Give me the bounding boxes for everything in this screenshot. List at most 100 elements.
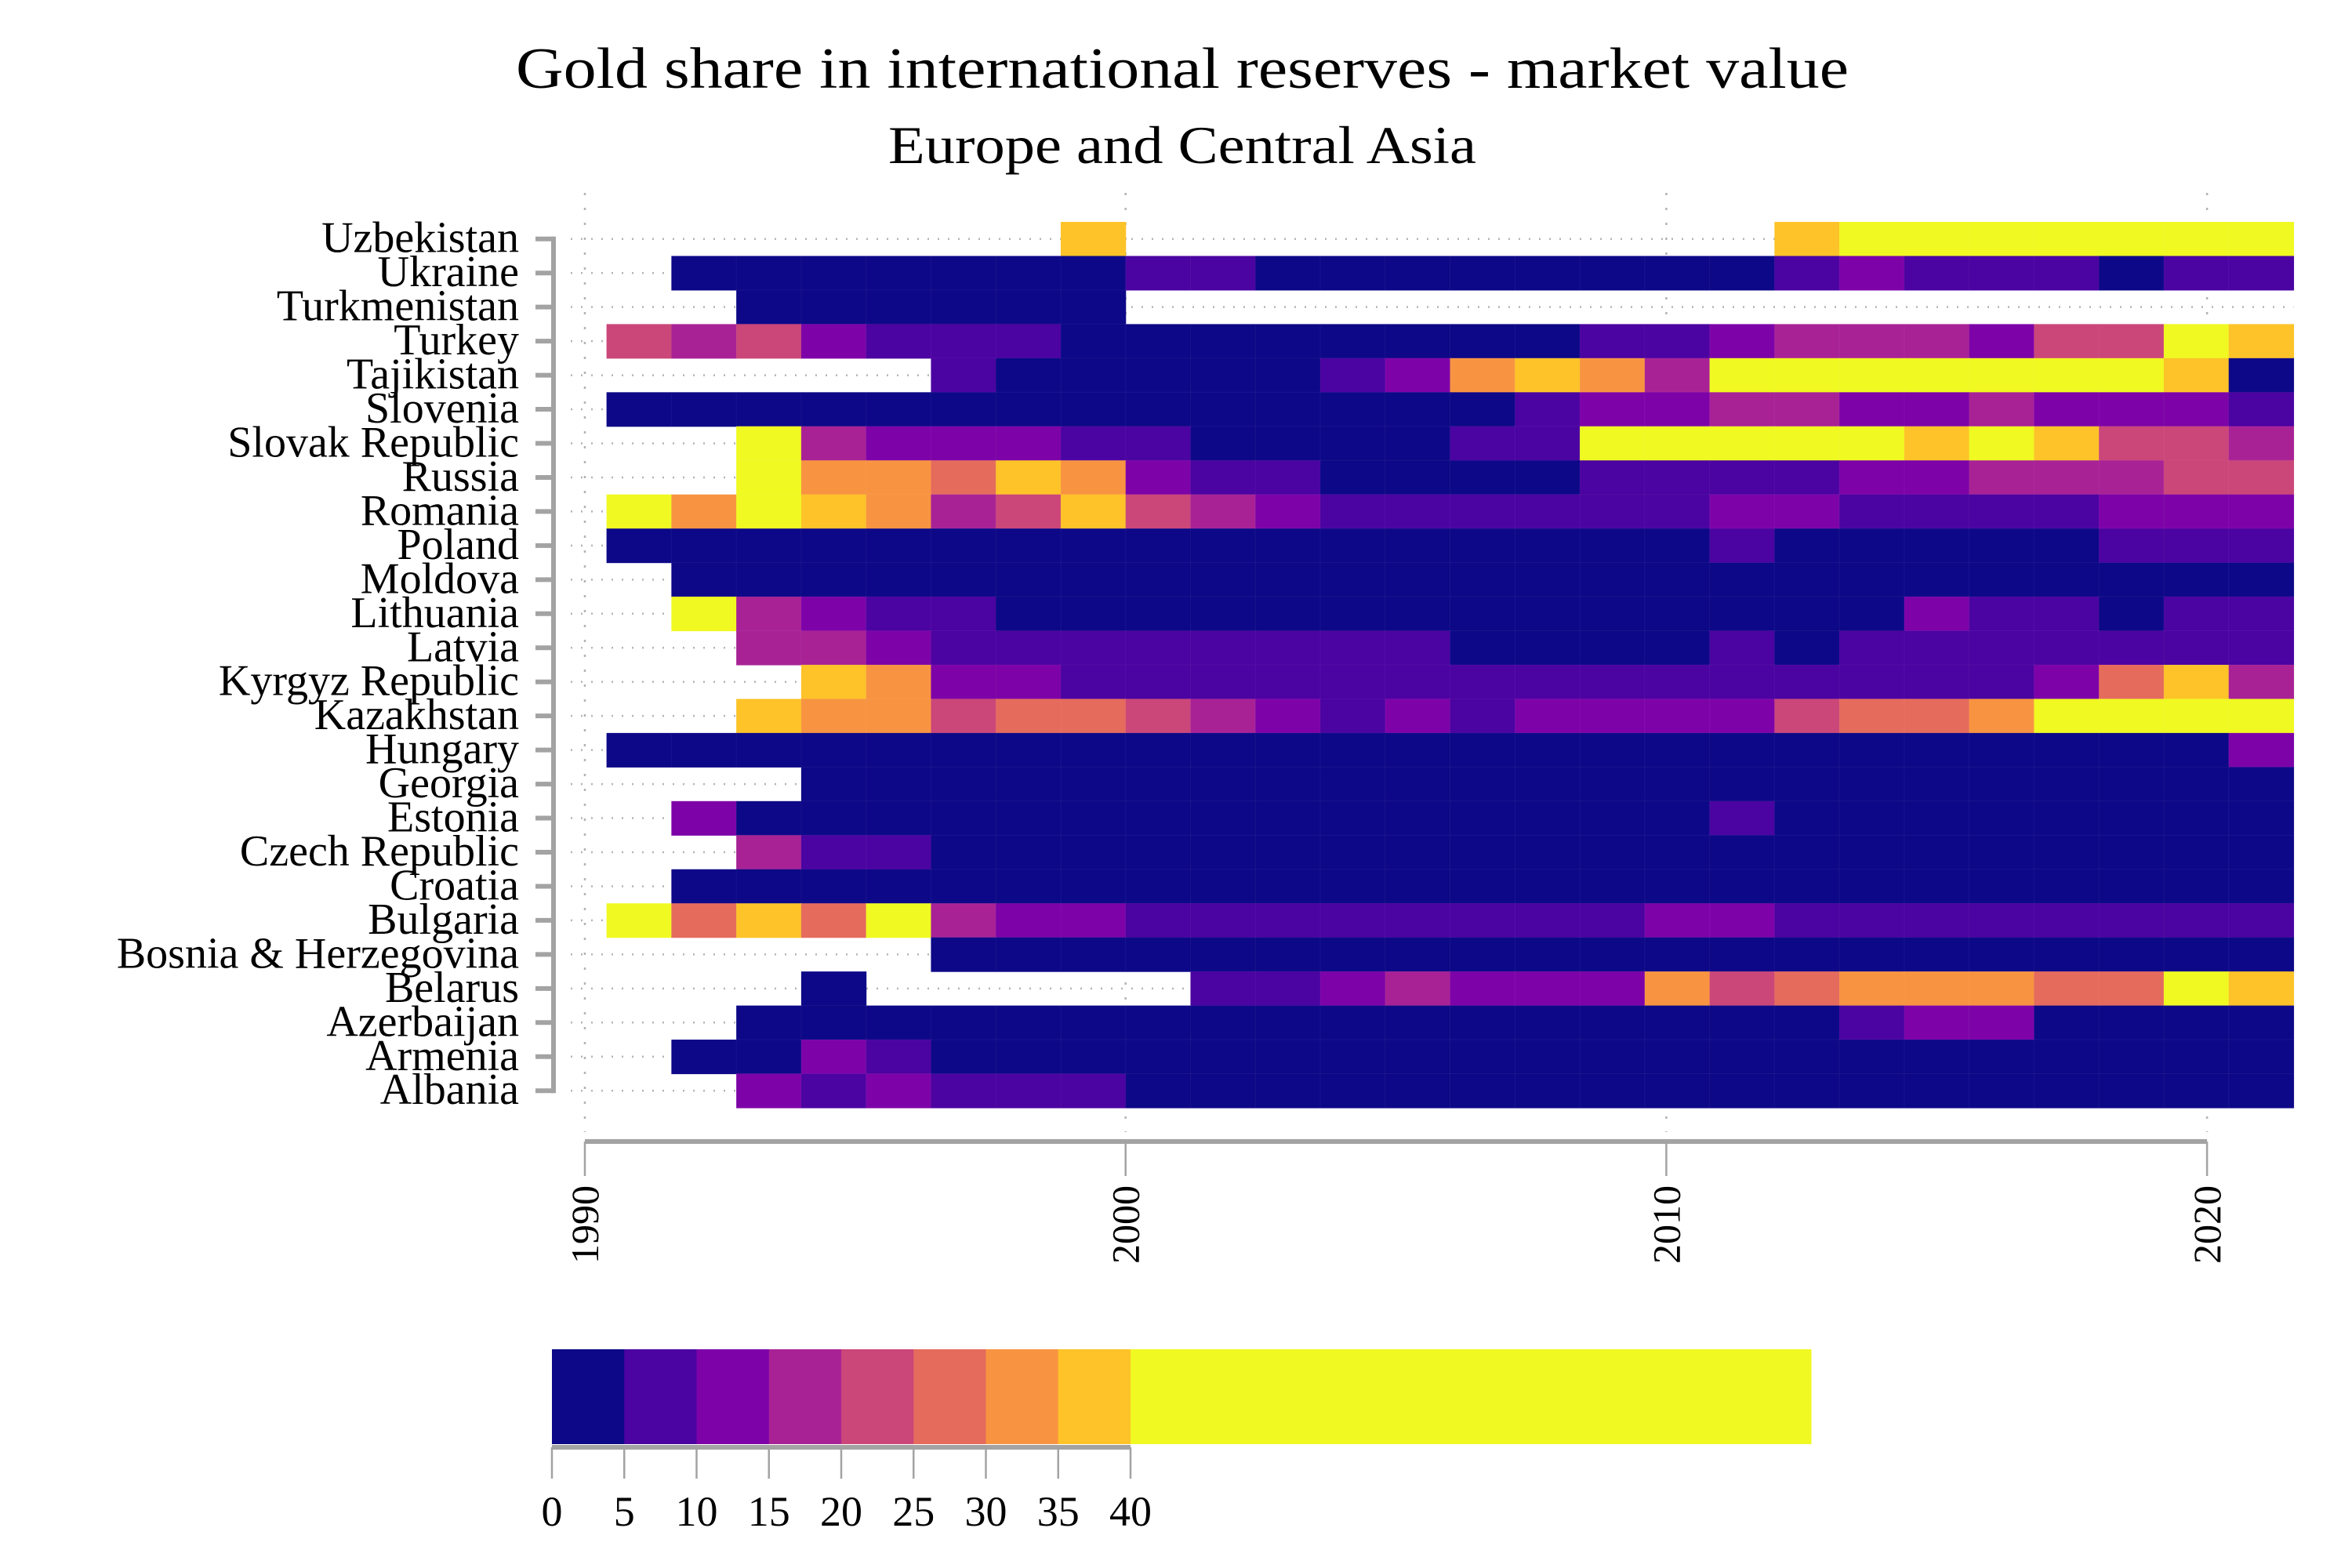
heatmap-cell [1969,1073,2035,1109]
heatmap-cell [1385,596,1451,632]
heatmap-cell [1385,664,1451,700]
heatmap-cell [1709,494,1776,530]
heatmap-cell [1773,323,1841,359]
heatmap-cell [2098,494,2165,530]
heatmap-cell [2163,732,2230,768]
heatmap-cell [866,528,932,564]
heatmap-cell [2098,664,2165,700]
heatmap-cell [995,1073,1062,1109]
heatmap-cell [800,391,867,427]
heatmap-cell [735,902,802,938]
heatmap-cell [1060,1039,1127,1075]
heatmap-cell [866,1039,932,1075]
heatmap-cell [1060,562,1127,598]
heatmap-cell [1060,1073,1127,1109]
y-axis-labels: UzbekistanUkraineTurkmenistanTurkeyTajik… [117,214,519,1114]
heatmap-cell [1579,358,1646,394]
heatmap-cell [1838,426,1905,462]
heatmap-cell [1450,971,1516,1007]
heatmap-cell [606,323,673,359]
heatmap-cell [1514,528,1581,564]
heatmap-cell [1450,1005,1516,1041]
colorbar-bin [1131,1349,1812,1444]
heatmap-cell [2098,358,2165,394]
heatmap-cell [1709,869,1776,905]
heatmap-cell [1450,937,1516,973]
heatmap-cell [995,630,1062,666]
heatmap-cell [2163,937,2230,973]
heatmap-cell [1969,698,2035,735]
heatmap-cell [1254,358,1322,394]
heatmap-cell [1709,323,1776,359]
heatmap-cell [2163,834,2230,870]
heatmap-cell [1254,971,1322,1007]
heatmap-cell [2098,766,2165,802]
colorbar-bin [552,1349,625,1444]
heatmap-cell [2228,323,2295,359]
heatmap-cell [1969,358,2035,394]
heatmap-cell [2033,698,2100,735]
heatmap-cell [800,255,867,292]
heatmap-cell [1644,494,1711,530]
heatmap-cell [866,1073,932,1109]
heatmap-cell [1060,800,1127,837]
heatmap-cell [930,255,997,292]
heatmap-cell [930,800,997,837]
heatmap-cell [2228,1005,2295,1041]
heatmap-cell [1125,1039,1192,1075]
heatmap-cell [2228,1073,2295,1109]
heatmap-cell [1579,1005,1646,1041]
heatmap-cell [1514,971,1581,1007]
heatmap-cell [930,596,997,632]
heatmap-cell [735,562,802,598]
heatmap-cell [1644,459,1711,495]
heatmap-cell [1644,732,1711,768]
heatmap-cell [1450,630,1516,666]
heatmap-cell [800,562,867,598]
heatmap-cell [1189,937,1257,973]
heatmap-cell [1773,562,1841,598]
heatmap-cell [2228,596,2295,632]
y-tick-label: Russia [402,452,519,501]
heatmap-cell [670,732,738,768]
heatmap-cell [2033,800,2100,837]
heatmap-cell [2098,459,2165,495]
heatmap-cell [2033,1005,2100,1041]
heatmap-cell [1644,596,1711,632]
heatmap-cell [1514,902,1581,938]
heatmap-cell [1838,1005,1905,1041]
heatmap-cell [1514,1073,1581,1109]
heatmap-cell [1060,494,1127,530]
heatmap-cell [1125,358,1192,394]
heatmap-cell [1579,664,1646,700]
heatmap-cell [800,664,867,700]
heatmap-cell [2163,869,2230,905]
heatmap-cell [735,391,802,427]
heatmap-cell [1385,1039,1451,1075]
heatmap-cell [2163,971,2230,1007]
heatmap-cell [1189,1005,1257,1041]
heatmap-cell [995,1039,1062,1075]
heatmap-cell [1773,834,1841,870]
y-tick-label: Croatia [390,861,519,909]
heatmap-cell [800,766,867,802]
heatmap-cell [1579,426,1646,462]
heatmap-cell [1319,834,1386,870]
heatmap-cell [995,289,1062,325]
heatmap-cell [1579,391,1646,427]
colorbar-bin [1058,1349,1131,1444]
heatmap-cell [2033,971,2100,1007]
heatmap-cell [2033,664,2100,700]
y-tick-label: Turkey [394,316,519,365]
heatmap-cell [2033,323,2100,359]
heatmap-cell [866,834,932,870]
heatmap-cell [1773,766,1841,802]
heatmap-cell [1969,1005,2035,1041]
heatmap-cell [930,562,997,598]
heatmap-cell [1644,323,1711,359]
heatmap-cell [2098,1005,2165,1041]
heatmap-cell [1838,494,1905,530]
y-tick-label: Bulgaria [368,895,519,944]
heatmap-cell [1644,698,1711,735]
heatmap-cell [1189,255,1257,292]
